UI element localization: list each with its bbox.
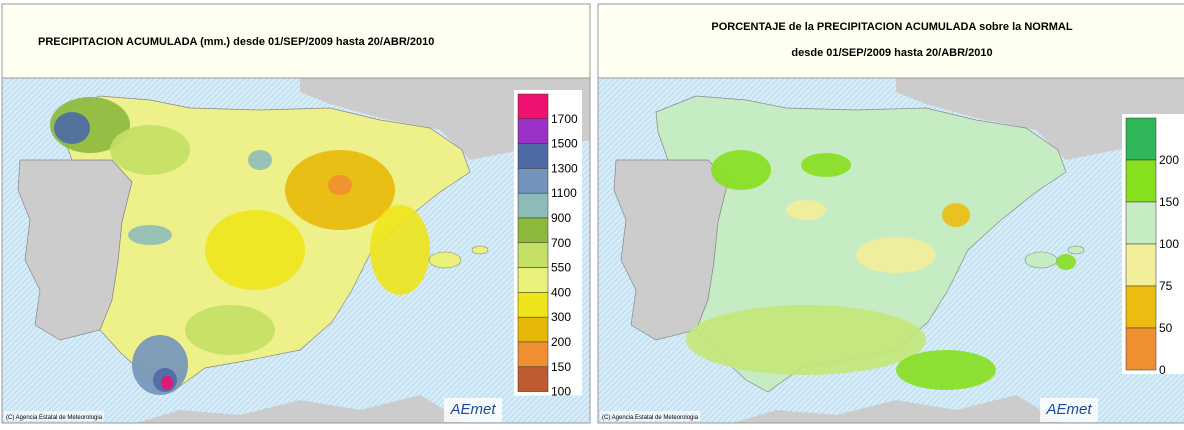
legend-label: 0 — [1159, 363, 1166, 377]
panel-right: PORCENTAJE de la PRECIPITACION ACUMULADA… — [598, 4, 1184, 425]
shade — [128, 225, 172, 245]
page: PRECIPITACION ACUMULADA (mm.) desde 01/S… — [0, 0, 1184, 425]
credit: (C) Agencia Estatal de Meteorologia — [6, 415, 103, 421]
shade — [856, 237, 936, 273]
legend-swatch — [518, 218, 548, 243]
legend-label: 200 — [1159, 153, 1179, 167]
legend-swatch — [518, 168, 548, 193]
legend-label: 1100 — [551, 186, 577, 200]
shade — [786, 200, 826, 220]
legend-label: 200 — [551, 335, 571, 349]
legend-swatch — [518, 268, 548, 293]
legend-label: 150 — [1159, 195, 1179, 209]
legend-label: 900 — [551, 211, 571, 225]
shade — [370, 205, 430, 295]
legend-label: 1300 — [551, 161, 578, 175]
legend-label: 1500 — [551, 137, 578, 151]
legend-swatch — [518, 193, 548, 218]
shade — [801, 153, 851, 177]
legend-swatch — [518, 342, 548, 367]
shade — [942, 203, 970, 227]
balearic — [429, 252, 461, 268]
title: PRECIPITACION ACUMULADA (mm.) desde 01/S… — [38, 36, 434, 48]
shade — [711, 150, 771, 190]
shade — [1056, 254, 1076, 270]
shade — [248, 150, 272, 170]
shade — [54, 112, 90, 144]
credit: (C) Agencia Estatal de Meteorologia — [602, 415, 699, 421]
title: PORCENTAJE de la PRECIPITACION ACUMULADA… — [711, 21, 1072, 33]
legend-swatch — [518, 317, 548, 342]
shade — [205, 210, 305, 290]
balearic — [1025, 252, 1057, 268]
legend-label: 300 — [551, 310, 571, 324]
subtitle: desde 01/SEP/2009 hasta 20/ABR/2010 — [791, 47, 992, 59]
legend-swatch — [518, 144, 548, 169]
legend-swatch — [518, 243, 548, 268]
legend-label: 100 — [551, 385, 571, 399]
legend-label: 75 — [1159, 279, 1173, 293]
legend-swatch — [1126, 202, 1156, 244]
legend-label: 400 — [551, 285, 571, 299]
legend-swatch — [1126, 244, 1156, 286]
legend-swatch — [518, 367, 548, 392]
legend-label: 550 — [551, 261, 571, 275]
maps: PRECIPITACION ACUMULADA (mm.) desde 01/S… — [0, 0, 1184, 425]
header-box — [598, 4, 1184, 78]
shade — [185, 305, 275, 355]
logo: AEmet — [449, 401, 496, 418]
legend-label: 150 — [551, 360, 571, 374]
shade — [328, 175, 352, 195]
map — [598, 78, 1184, 425]
panel-left: PRECIPITACION ACUMULADA (mm.) desde 01/S… — [2, 4, 592, 425]
legend-label: 1700 — [551, 112, 578, 126]
shade — [686, 305, 926, 375]
legend-label: 100 — [1159, 237, 1179, 251]
legend-swatch — [1126, 286, 1156, 328]
legend-swatch — [1126, 328, 1156, 370]
balearic — [472, 246, 488, 254]
legend-swatch — [1126, 118, 1156, 160]
legend-swatch — [1126, 160, 1156, 202]
legend-label: 700 — [551, 236, 571, 250]
legend-swatch — [518, 94, 548, 119]
map — [2, 78, 592, 425]
balearic — [1068, 246, 1084, 254]
shade — [161, 376, 173, 390]
shade — [896, 350, 996, 390]
logo: AEmet — [1045, 401, 1092, 418]
legend-label: 50 — [1159, 321, 1173, 335]
legend-swatch — [518, 292, 548, 317]
legend-swatch — [518, 119, 548, 144]
shade — [110, 125, 190, 175]
